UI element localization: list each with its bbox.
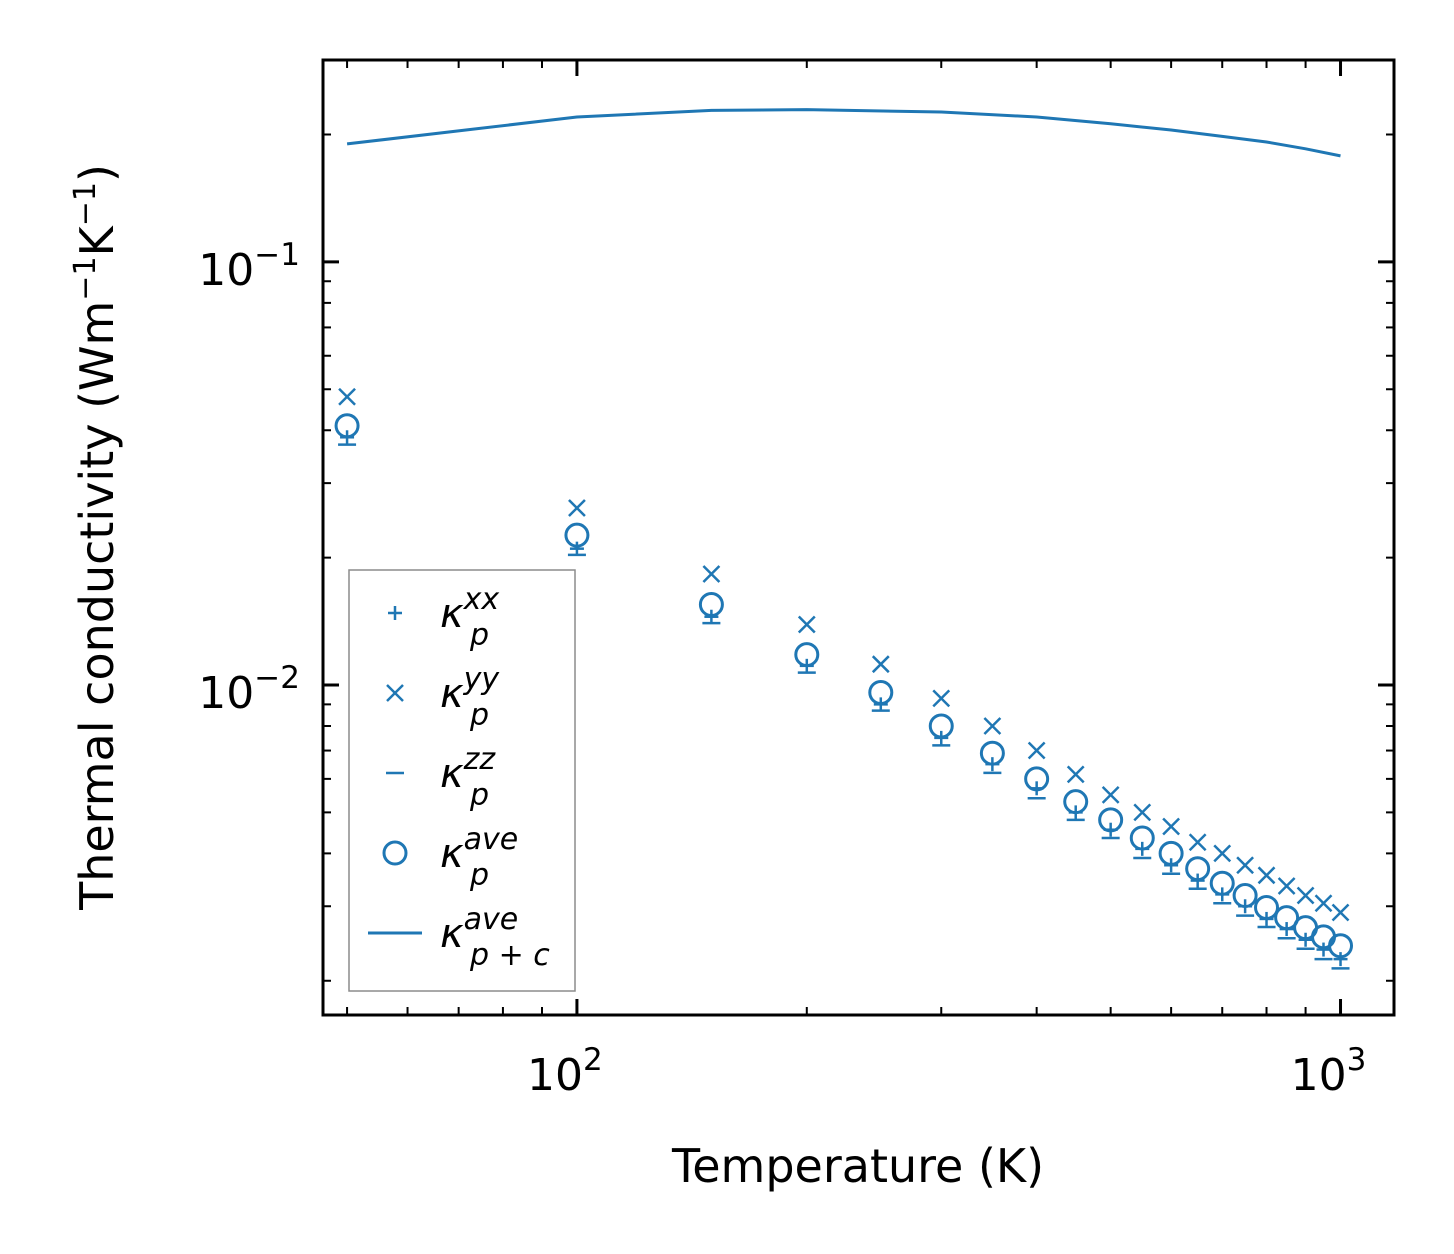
legend-entry-4: κave p <box>382 822 518 893</box>
legend-label: κave p <box>440 822 518 893</box>
point-kappa_p_yy-b <box>871 655 890 674</box>
point-kappa_p_yy <box>338 387 356 406</box>
point-kappa_p_yy <box>1027 741 1046 760</box>
series-layer <box>334 108 1354 970</box>
point-kappa_p_yy-b <box>1296 886 1315 905</box>
legend-label: κzz p <box>440 742 496 813</box>
point-kappa_p_yy-b <box>1236 856 1255 875</box>
series-kappa_pc_ave <box>346 108 1341 158</box>
series-kappa_p_zz <box>338 443 1350 970</box>
point-kappa_p_ave <box>1274 905 1300 931</box>
point-kappa_p_ave <box>928 713 954 739</box>
point-kappa_p_yy <box>797 615 816 634</box>
y-axis-label-exp2: −1 <box>68 182 103 226</box>
point-kappa_p_ave <box>979 740 1005 766</box>
legend-label: κave p + c <box>440 902 550 973</box>
point-kappa_p_ave <box>1209 870 1235 896</box>
point-kappa_p_xx <box>569 541 584 556</box>
point-kappa_p_yy <box>1101 785 1120 804</box>
x-tick-label: 102 <box>527 1042 603 1101</box>
point-kappa_p_yy-b <box>932 689 951 708</box>
tick-label-layer: 102 103 10−1 10−2 <box>198 237 1366 1101</box>
point-kappa_p_yy-b <box>1314 894 1333 913</box>
point-kappa_p_xx <box>1333 952 1348 967</box>
point-kappa_p_yy <box>871 655 890 674</box>
x-axis-label: Temperature (K) <box>671 1139 1044 1193</box>
point-kappa_p_yy-b <box>1162 817 1181 836</box>
point-kappa_p_yy <box>1066 765 1085 784</box>
point-kappa_p_yy-b <box>568 499 586 517</box>
point-kappa_p_yy-b <box>983 717 1002 735</box>
y-axis-label-mid: K <box>70 224 124 256</box>
point-kappa_p_ave <box>1185 856 1211 882</box>
point-kappa_p_ave <box>1063 789 1089 815</box>
legend-label: κyy p <box>440 662 500 733</box>
point-kappa_p_yy <box>1314 894 1333 913</box>
point-kappa_p_yy-b <box>702 565 721 583</box>
point-kappa_p_yy <box>568 499 586 517</box>
point-kappa_p_ave <box>868 680 894 706</box>
point-kappa_p_yy <box>1257 866 1276 885</box>
point-kappa_p_yy <box>1213 844 1232 863</box>
point-kappa_p_yy-b <box>1027 741 1046 760</box>
x-tick-label: 103 <box>1291 1042 1367 1101</box>
point-kappa_p_yy-b <box>1101 785 1120 804</box>
point-kappa_p_yy-b <box>1257 866 1276 885</box>
point-kappa_p_ave <box>1129 825 1155 851</box>
point-kappa_p_xx <box>1316 942 1331 957</box>
point-kappa_p_yy-b <box>338 387 356 406</box>
point-kappa_p_yy <box>1236 856 1255 875</box>
point-kappa_p_ave <box>1098 807 1124 833</box>
y-tick-label: 10−2 <box>198 660 300 719</box>
series-kappa_p_yy <box>338 387 1350 922</box>
legend-marker <box>382 840 408 866</box>
point-kappa_p_ave <box>1232 883 1258 909</box>
y-axis-label-exp1: −1 <box>68 256 103 300</box>
point-kappa_p_yy <box>702 565 721 583</box>
y-tick-label: 10−1 <box>198 237 300 296</box>
point-kappa_p_yy-b <box>1188 833 1207 852</box>
series-kappa_p_ave <box>334 413 1354 959</box>
legend-label: κxx p <box>440 582 499 653</box>
point-kappa_p_yy <box>983 717 1002 735</box>
legend-marker <box>386 684 404 702</box>
point-kappa_p_yy <box>1277 877 1296 895</box>
point-kappa_p_ave <box>1024 766 1050 792</box>
point-kappa_p_ave <box>334 413 360 439</box>
legend-entry-5: κave p + c <box>368 902 550 973</box>
point-kappa_p_yy-b <box>1213 844 1232 863</box>
y-axis-label: Thermal conductivity (Wm−1K−1) <box>68 164 124 911</box>
line-kappa_pc_ave <box>346 108 1341 158</box>
legend-marker-b <box>386 684 404 702</box>
y-axis-label-end: ) <box>70 164 124 182</box>
point-kappa_p_yy <box>1133 803 1152 822</box>
point-kappa_p_ave <box>1328 933 1354 959</box>
legend-entry-1: κxx p <box>388 582 499 653</box>
point-kappa_p_yy <box>932 689 951 708</box>
y-axis-label-main: Thermal conductivity (Wm <box>70 301 124 911</box>
point-kappa_p_yy <box>1331 903 1350 922</box>
point-kappa_p_yy <box>1188 833 1207 852</box>
point-kappa_p_ave <box>1158 840 1184 866</box>
point-kappa_p_ave <box>698 591 724 617</box>
point-kappa_p_ave <box>564 522 590 548</box>
legend-entry-2: κyy p <box>386 662 500 733</box>
point-kappa_p_yy-b <box>1066 765 1085 784</box>
legend: κxx p κyy p κzz p κave p κave p + c <box>348 569 576 992</box>
point-kappa_p_yy <box>1162 817 1181 836</box>
point-kappa_p_yy-b <box>797 615 816 634</box>
plot-frame <box>321 58 1396 1017</box>
point-kappa_p_yy-b <box>1133 803 1152 822</box>
point-kappa_p_yy <box>1296 886 1315 905</box>
legend-box <box>348 569 576 992</box>
point-kappa_p_ave <box>794 642 820 668</box>
point-kappa_p_yy-b <box>1277 877 1296 895</box>
point-kappa_p_ave <box>1254 894 1280 920</box>
legend-marker <box>388 606 402 620</box>
legend-entry-3: κzz p <box>386 742 496 813</box>
point-kappa_p_yy-b <box>1331 903 1350 922</box>
